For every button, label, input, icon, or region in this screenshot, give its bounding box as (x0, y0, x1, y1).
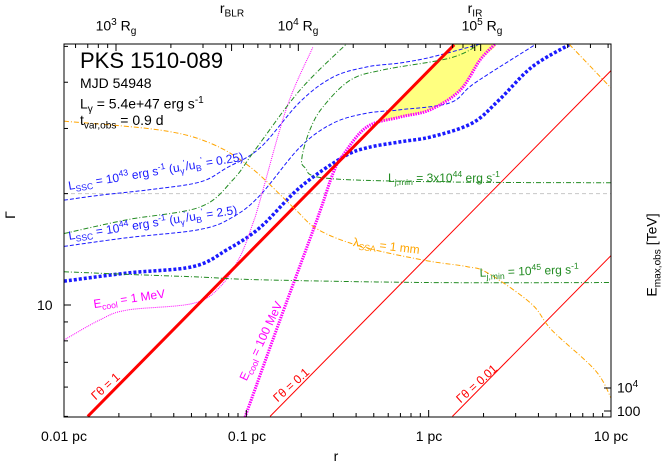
subscript-segment: SSA (358, 241, 377, 254)
supscript-segment: 44 (452, 169, 463, 179)
right-tick-label: 104 (617, 378, 638, 395)
text-segment: R (298, 17, 313, 34)
text-segment: 10 (617, 379, 633, 396)
supscript-segment: 4 (293, 17, 299, 28)
text-segment: = 10 (504, 263, 532, 279)
curve-ecool100 (243, 44, 497, 417)
y-axis-label: Γ (1, 211, 18, 219)
plot-frame (63, 43, 612, 418)
supscript-segment: 4 (632, 379, 639, 390)
x-tick-label: 10 pc (593, 428, 629, 444)
curve-green-upper (64, 44, 348, 235)
text-segment: = 0.25) (201, 149, 245, 171)
supscript-segment: -1 (570, 260, 579, 271)
allowed-region-layer (376, 44, 496, 124)
subscript-segment: g (312, 26, 319, 38)
curves-layer (64, 44, 611, 417)
subscript-segment: var,obs (83, 120, 117, 132)
text-segment: 10 (95, 17, 112, 34)
curve-lssc43 (64, 44, 481, 201)
allowed-region (376, 44, 496, 124)
text-segment: erg s (540, 262, 572, 278)
supscript-segment: 45 (531, 261, 542, 273)
right-axis-label: Emax,obs [TeV] (643, 213, 664, 297)
text-segment: erg s (462, 170, 493, 185)
top-tick-label: 103 Rg (96, 16, 137, 39)
text-segment: = 3x10 (412, 170, 453, 185)
text-segment: [TeV] (643, 213, 660, 250)
marker-r-blr: rBLR (220, 1, 244, 22)
y-tick-label: 10 (37, 297, 53, 313)
curve-ljmin1e45 (64, 271, 611, 284)
supscript-segment: -1 (194, 95, 204, 106)
curve-orange-upper (568, 44, 611, 89)
subscript-segment: SSC (74, 231, 94, 244)
curve-ljmin3e44 (301, 44, 611, 184)
x-axis-label: r (333, 448, 339, 464)
text-segment: (u (164, 211, 181, 228)
right-tick-label: 100 (617, 404, 640, 418)
curve-ecool1 (64, 46, 314, 341)
subscript-segment: IR (472, 8, 483, 20)
text-segment: 10 (461, 17, 478, 34)
supscript-segment: -1 (492, 169, 500, 179)
text-segment: 10 (277, 17, 294, 34)
subscript-segment: j,min (394, 176, 413, 187)
text-segment: = 10 (91, 170, 121, 189)
x-tick-label: 1 pc (415, 428, 443, 444)
subscript-segment: max,obs (652, 249, 664, 288)
text-segment: 100 (617, 403, 641, 419)
subscript-segment: g (496, 26, 503, 38)
supscript-segment: 3 (111, 17, 117, 28)
text-segment: r (467, 0, 473, 16)
text-segment: t (80, 112, 84, 128)
text-segment: E (643, 287, 660, 297)
curve-lssa1mm (64, 120, 611, 399)
x-tick-label: 0.01 pc (41, 428, 87, 444)
label-ljmin-3e44: Lj,min = 3x1044 erg s-1 (388, 168, 500, 188)
text-segment: = 10 (91, 221, 121, 240)
x-tick-label: 0.1 pc (227, 428, 267, 444)
label-ljmin-1e45: Lj,min = 1045 erg s-1 (479, 260, 579, 283)
subscript-segment: j,min (486, 270, 505, 282)
subscript-segment: BLR (224, 8, 245, 20)
subscript-segment: SSC (74, 180, 94, 194)
text-segment: R (482, 17, 497, 34)
text-segment: (u (164, 160, 181, 177)
text-segment: = 2.5) (201, 202, 239, 222)
curve-gt01 (269, 70, 611, 417)
supscript-segment: 5 (477, 17, 483, 28)
text-segment: = 5.4e+47 erg s (92, 95, 195, 112)
text-segment: = 0.9 d (116, 112, 164, 128)
text-segment: L (388, 170, 395, 185)
mjd-label: MJD 54948 (80, 75, 152, 91)
source-name: PKS 1510-089 (80, 48, 224, 73)
text-segment: erg s (127, 215, 160, 234)
subscript-segment: γ (87, 104, 93, 116)
subscript-segment: cool (101, 299, 119, 312)
lgamma-label: Lγ = 5.4e+47 erg s-1 (80, 94, 204, 117)
marker-r-ir: rIR (468, 1, 483, 22)
tvar-label: tvar,obs = 0.9 d (80, 113, 163, 134)
text-segment: L (80, 95, 88, 112)
curve-lssc44 (64, 44, 536, 247)
subscript-segment: g (130, 26, 137, 38)
text-segment: r (219, 0, 225, 16)
top-tick-label: 105 Rg (462, 16, 503, 39)
text-segment: erg s (127, 163, 160, 183)
text-segment: R (116, 17, 131, 34)
curve-gt1 (86, 44, 456, 417)
top-tick-label: 104 Rg (278, 16, 319, 39)
